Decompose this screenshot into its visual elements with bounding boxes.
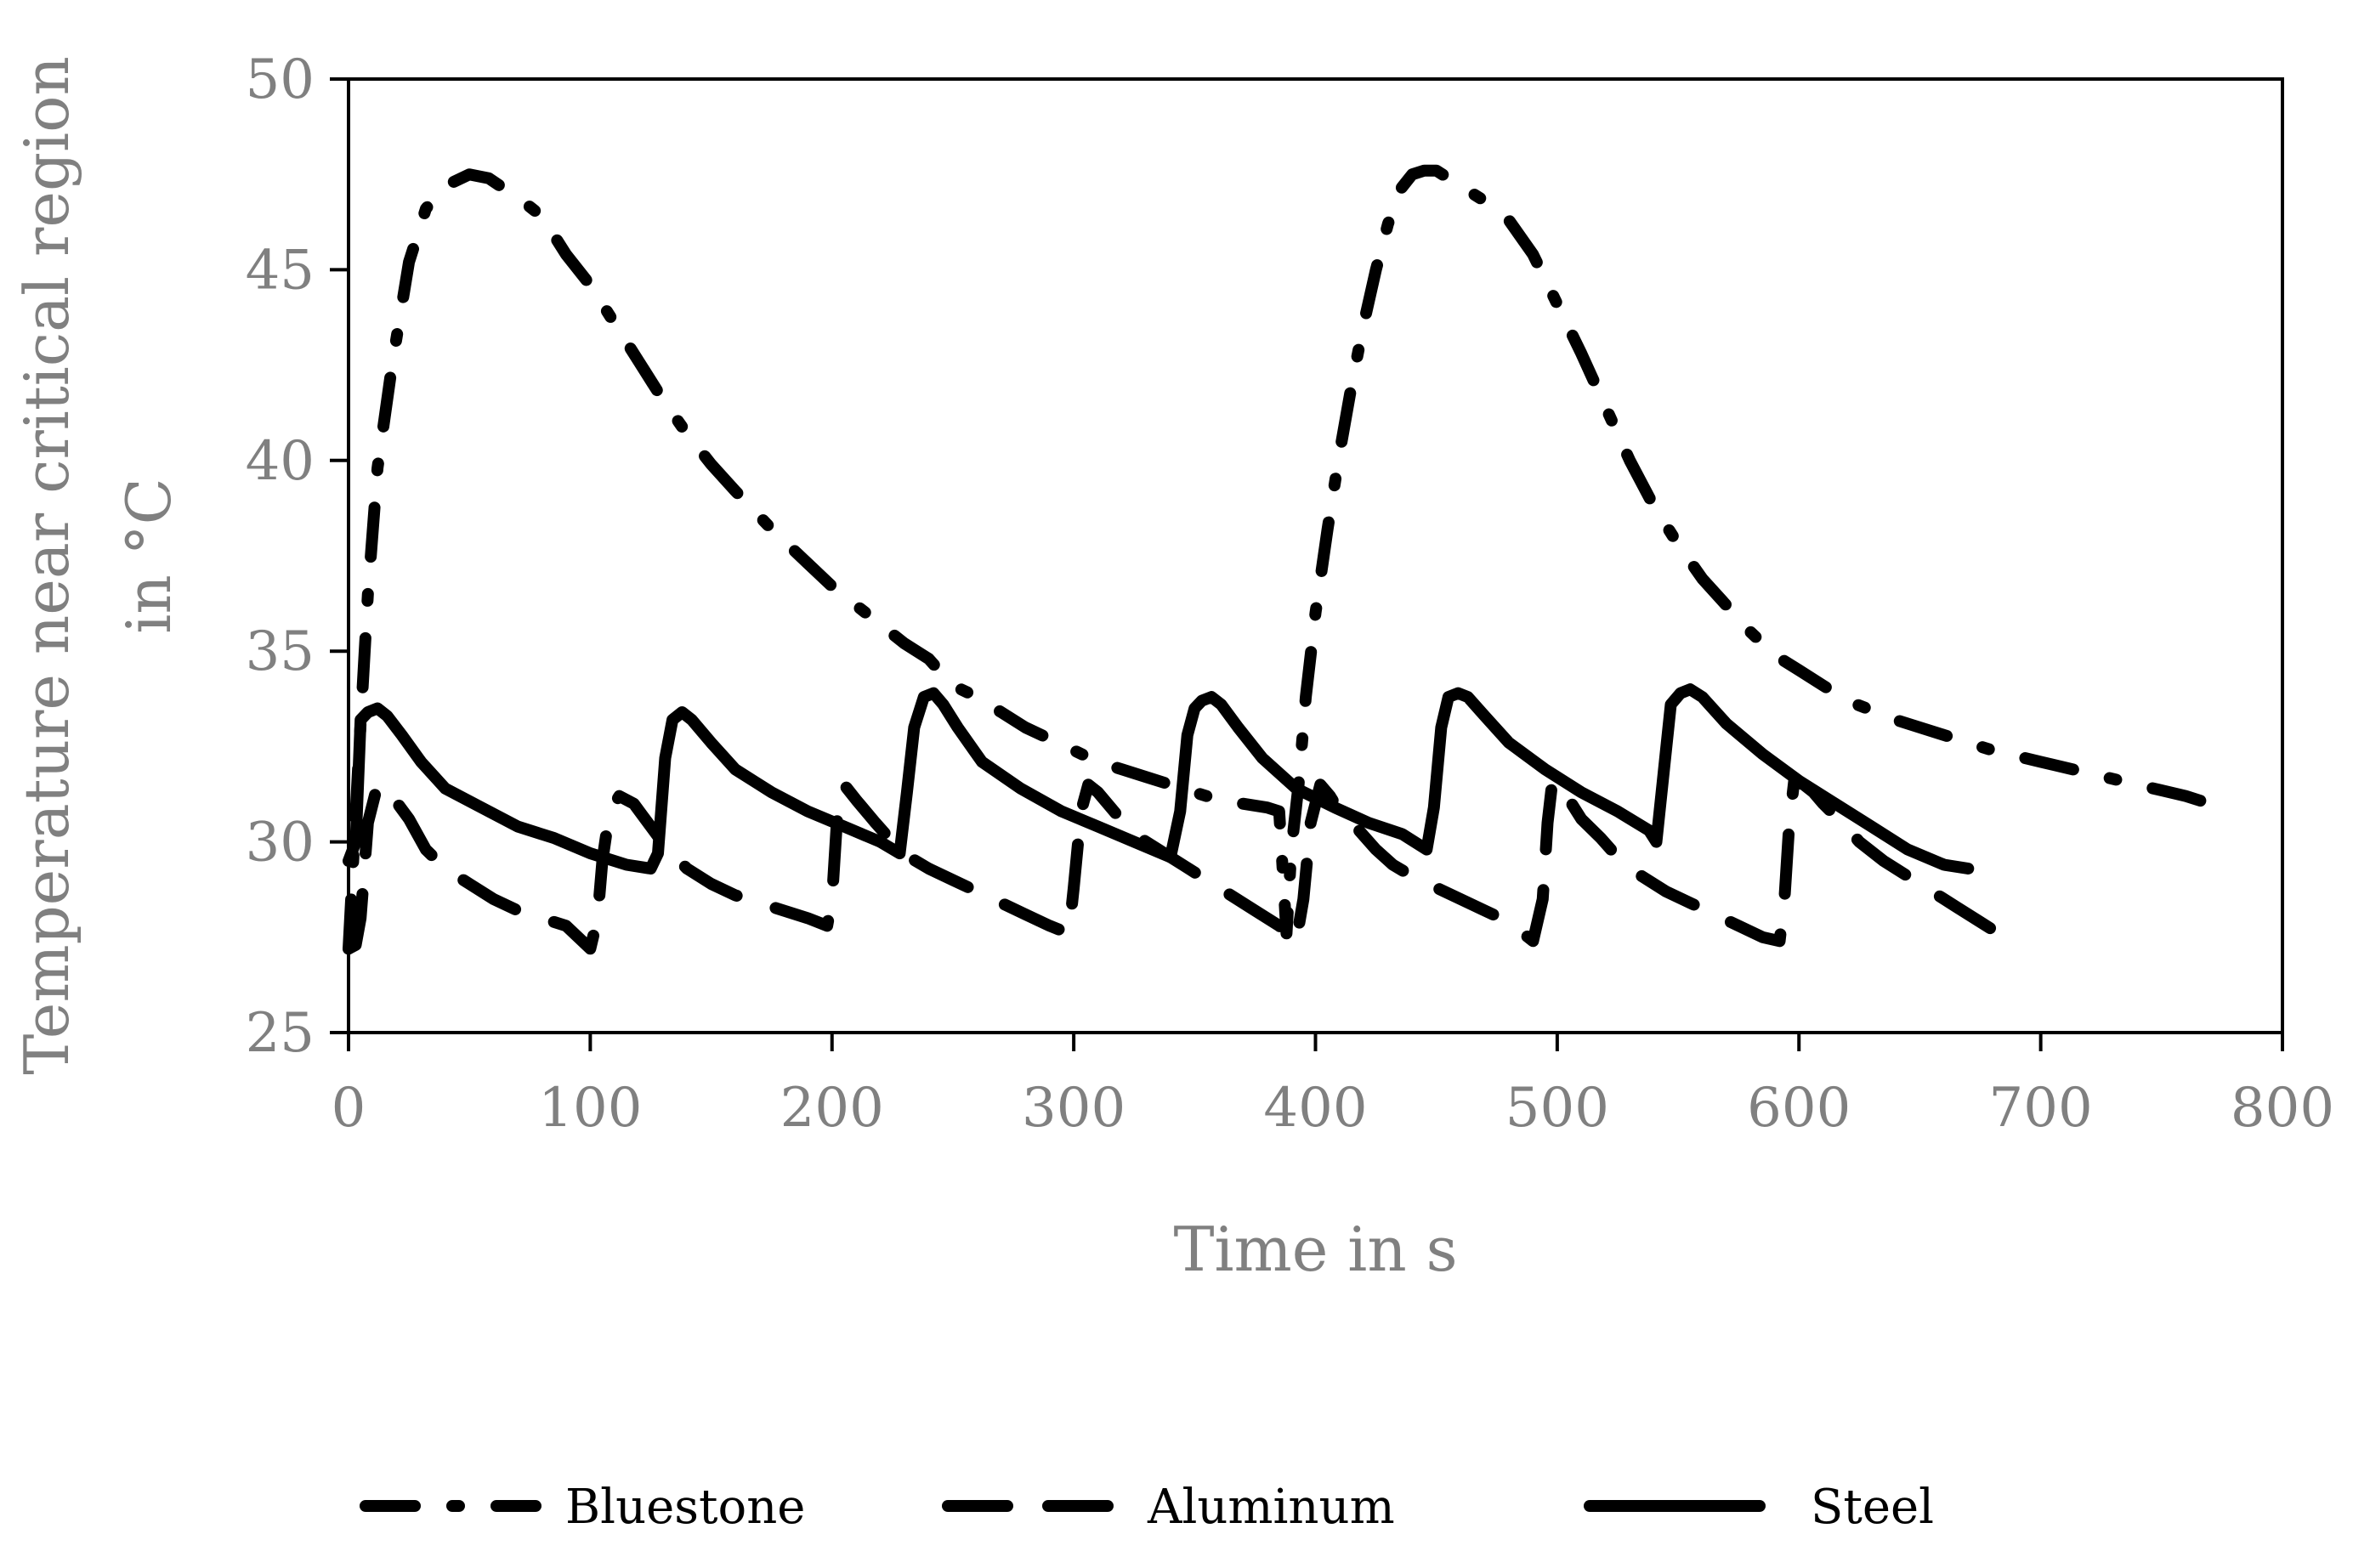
x-tick-label: 300 (1022, 1077, 1125, 1140)
y-tick-label: 45 (246, 239, 315, 302)
y-tick-label: 40 (246, 430, 315, 493)
legend-label-aluminum: Aluminum (1147, 1480, 1395, 1535)
x-tick-label: 400 (1263, 1077, 1367, 1140)
legend-label-steel: Steel (1811, 1480, 1934, 1535)
y-tick-label: 35 (246, 620, 315, 683)
y-tick-label: 30 (246, 812, 315, 875)
x-axis-title: Time in s (1173, 1214, 1457, 1285)
x-tick-label: 0 (332, 1077, 366, 1140)
x-tick-label: 100 (538, 1077, 642, 1140)
series-layer (343, 164, 2241, 955)
x-tick-label: 500 (1505, 1077, 1609, 1140)
y-axis-title: Temperature near critical region in °C (11, 37, 184, 1074)
y-axis-title-line-1: Temperature near critical region (11, 56, 82, 1075)
x-axis: 0 100 200 300 400 500 600 700 800 (332, 1033, 2334, 1140)
legend: Bluestone Aluminum Steel (360, 1480, 1934, 1535)
x-tick-label: 800 (2231, 1077, 2334, 1140)
y-axis-title-line-2: in °C (113, 478, 184, 633)
x-tick-label: 600 (1747, 1077, 1851, 1140)
y-axis: 25 30 35 40 45 50 (246, 48, 349, 1065)
series-line-bluestone (343, 164, 2241, 955)
legend-label-bluestone: Bluestone (565, 1480, 805, 1535)
y-tick-label: 25 (246, 1002, 315, 1065)
x-tick-label: 700 (1989, 1077, 2093, 1140)
y-tick-label: 50 (246, 48, 315, 111)
x-tick-label: 200 (780, 1077, 884, 1140)
series-line-steel (343, 683, 1975, 875)
